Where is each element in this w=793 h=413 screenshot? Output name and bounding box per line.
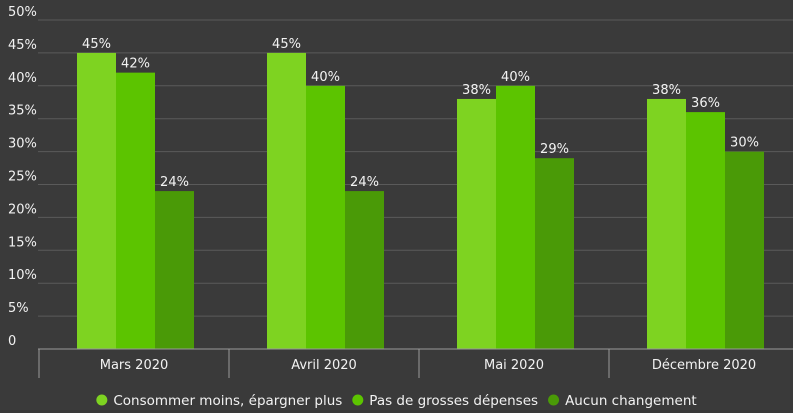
legend-item: Consommer moins, épargner plus <box>96 393 342 409</box>
bar-value-label: 30% <box>730 136 759 151</box>
bar-value-label: 29% <box>540 142 569 157</box>
bar <box>496 85 535 350</box>
bar <box>457 98 496 350</box>
bar <box>725 151 764 349</box>
legend-label: Consommer moins, épargner plus <box>113 393 342 409</box>
bars <box>77 52 764 350</box>
bar <box>77 52 116 350</box>
bar-value-label: 45% <box>82 37 111 52</box>
x-category-label: Mars 2020 <box>100 358 169 373</box>
y-tick-label: 0 <box>8 334 16 349</box>
bar-value-label: 38% <box>652 83 681 98</box>
y-tick-label: 5% <box>8 301 29 316</box>
y-tick-label: 20% <box>8 202 37 217</box>
legend-label: Aucun changement <box>565 393 697 409</box>
legend-swatch <box>548 394 560 406</box>
bar <box>306 85 345 350</box>
legend-swatch <box>96 394 108 406</box>
y-tick-label: 40% <box>8 71 37 86</box>
y-tick-label: 30% <box>8 137 37 152</box>
legend-item: Aucun changement <box>548 393 697 409</box>
bar <box>686 112 725 350</box>
bar-value-label: 36% <box>691 96 720 111</box>
data-labels: 45% 42% 24% 45% 40% 24% 38% 40% 29% 38% 36% 30% <box>82 37 759 190</box>
x-category-label: Avril 2020 <box>291 358 357 373</box>
bar-value-label: 24% <box>350 175 379 190</box>
y-tick-label: 35% <box>8 104 37 119</box>
x-category-label: Décembre 2020 <box>652 358 756 373</box>
bar-value-label: 38% <box>462 83 491 98</box>
bar-value-label: 42% <box>121 57 150 72</box>
bar <box>647 98 686 350</box>
bar-value-label: 40% <box>501 70 530 85</box>
bar-value-label: 40% <box>311 70 340 85</box>
bar-value-label: 45% <box>272 37 301 52</box>
y-tick-label: 45% <box>8 38 37 53</box>
legend-label: Pas de grosses dépenses <box>369 393 538 409</box>
legend-item: Pas de grosses dépenses <box>352 393 538 409</box>
y-tick-label: 15% <box>8 235 37 250</box>
y-tick-label: 10% <box>8 268 37 283</box>
bar <box>267 52 306 350</box>
bar <box>116 72 155 349</box>
bar <box>535 158 574 349</box>
legend: Consommer moins, épargner plus Pas de gro… <box>96 393 697 409</box>
bar <box>155 191 194 349</box>
legend-swatch <box>352 394 364 406</box>
bar-value-label: 24% <box>160 175 189 190</box>
y-tick-label: 50% <box>8 5 37 20</box>
y-tick-label: 25% <box>8 170 37 185</box>
y-axis-ticks: 0 5% 10% 15% 20% 25% 30% 35% 40% 45% 50% <box>8 5 37 349</box>
x-category-label: Mai 2020 <box>484 358 544 373</box>
bar <box>345 191 384 349</box>
x-axis: Mars 2020 Avril 2020 Mai 2020 Décembre 2020 <box>38 348 793 378</box>
